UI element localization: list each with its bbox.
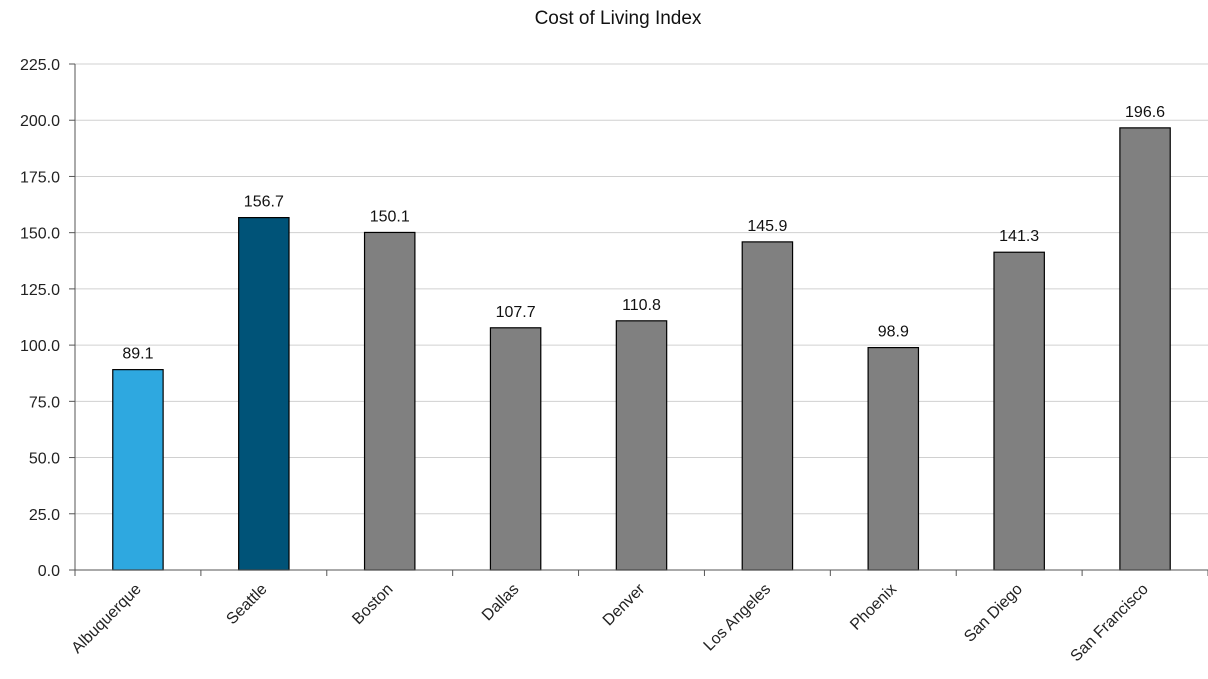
data-label: 107.7 [496,304,536,321]
y-tick-label: 225.0 [20,57,60,74]
category-label: Los Angeles [701,581,775,655]
category-label: Phoenix [847,581,900,634]
category-label: San Diego [961,581,1026,646]
category-label: Dallas [479,581,522,624]
y-tick-label: 175.0 [20,169,60,186]
data-labels: 89.1 156.7 150.1 107.7 110.8 145.9 98.9 141.3 19… [122,104,1165,363]
bar-phoenix [867,346,920,571]
bar-dallas [489,327,542,571]
category-label: Denver [600,580,649,629]
y-tick-label: 50.0 [29,451,60,468]
y-tick-label: 0.0 [38,563,60,580]
data-label: 98.9 [878,324,909,341]
data-label: 156.7 [244,194,284,211]
data-label: 110.8 [622,297,661,314]
category-label: San Francisco [1068,581,1152,665]
y-tick-label: 100.0 [20,338,60,355]
y-tick-label: 200.0 [20,113,60,130]
data-label: 196.6 [1125,104,1165,121]
category-label: Boston [349,581,396,628]
y-tick-label: 25.0 [29,507,60,524]
x-axis: Albuquerque Seattle Boston Dallas Denver Los … [69,569,1208,665]
data-label: 89.1 [122,346,153,363]
bar-albuquerque [112,369,164,571]
bar-seattle [238,216,290,571]
bar-san-diego [993,251,1045,571]
bar-denver [615,320,668,571]
y-tick-label: 75.0 [29,394,60,411]
y-tick-label: 125.0 [20,282,60,299]
chart-title: Cost of Living Index [535,8,702,29]
data-label: 145.9 [747,218,787,235]
data-label: 141.3 [999,228,1039,245]
bar-los-angeles [741,241,794,571]
data-label: 150.1 [370,208,410,225]
bar-boston [363,231,416,571]
bars [112,127,1171,571]
category-label: Albuquerque [69,581,145,657]
bar-san-francisco [1119,127,1171,571]
y-tick-label: 150.0 [20,226,60,243]
category-label: Seattle [223,581,270,628]
y-axis: 0.0 25.0 50.0 75.0 100.0 125.0 150.0 175.0 200.0… [20,57,76,580]
